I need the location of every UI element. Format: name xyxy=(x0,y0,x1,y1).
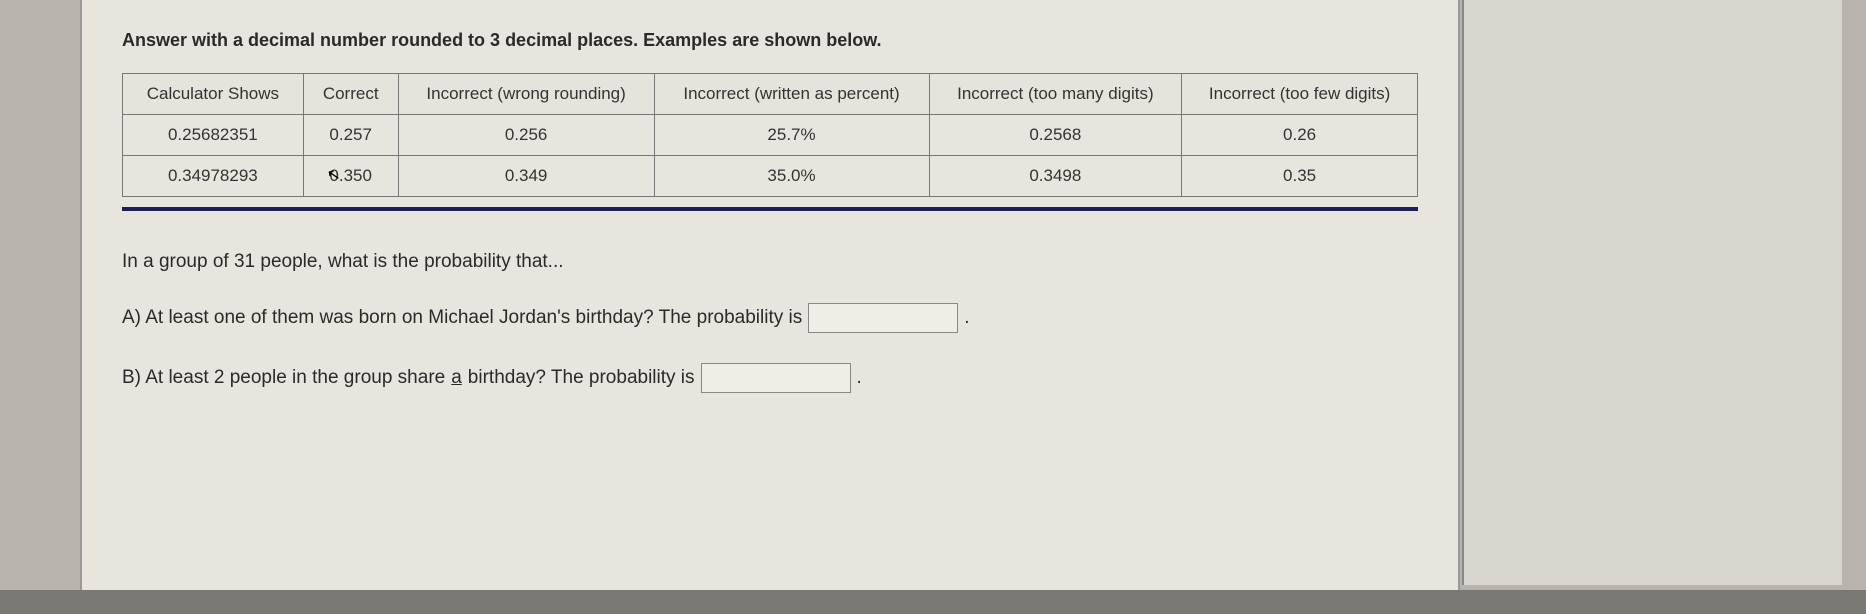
col-too-few: Incorrect (too few digits) xyxy=(1182,74,1418,115)
cell: 0.256 xyxy=(398,115,654,156)
table-header-row: Calculator Shows Correct Incorrect (wron… xyxy=(123,74,1418,115)
cell: 0.2568 xyxy=(929,115,1182,156)
instruction-text: Answer with a decimal number rounded to … xyxy=(122,30,1418,51)
question-b-prefix: B) At least 2 people in the group share xyxy=(122,367,445,389)
question-b-suffix: . xyxy=(857,367,862,389)
col-wrong-rounding: Incorrect (wrong rounding) xyxy=(398,74,654,115)
bottom-bar xyxy=(0,590,1866,614)
cell: 0.25682351 xyxy=(123,115,304,156)
table-row: 0.25682351 0.257 0.256 25.7% 0.2568 0.26 xyxy=(123,115,1418,156)
section-divider xyxy=(122,207,1418,211)
question-page: Answer with a decimal number rounded to … xyxy=(80,0,1460,590)
cell: 35.0% xyxy=(654,156,929,197)
cell: 0.26 xyxy=(1182,115,1418,156)
answer-a-input[interactable] xyxy=(808,303,958,333)
cell: 0.35 xyxy=(1182,156,1418,197)
cell: 0.350 xyxy=(303,156,398,197)
col-calculator: Calculator Shows xyxy=(123,74,304,115)
question-b-underlined: a xyxy=(451,367,462,389)
cell: 0.34978293 xyxy=(123,156,304,197)
answer-b-input[interactable] xyxy=(701,363,851,393)
question-b: B) At least 2 people in the group share … xyxy=(122,363,1418,393)
question-intro: In a group of 31 people, what is the pro… xyxy=(122,251,1418,273)
question-b-mid: birthday? The probability is xyxy=(468,367,695,389)
col-too-many: Incorrect (too many digits) xyxy=(929,74,1182,115)
question-a-suffix: . xyxy=(964,307,969,329)
cell: 0.3498 xyxy=(929,156,1182,197)
question-a: A) At least one of them was born on Mich… xyxy=(122,303,1418,333)
cell: 0.257 xyxy=(303,115,398,156)
example-table: Calculator Shows Correct Incorrect (wron… xyxy=(122,73,1418,197)
table-row: 0.34978293 0.350 0.349 35.0% 0.3498 0.35 xyxy=(123,156,1418,197)
question-a-text: A) At least one of them was born on Mich… xyxy=(122,307,802,329)
cell: 25.7% xyxy=(654,115,929,156)
col-correct: Correct xyxy=(303,74,398,115)
right-panel xyxy=(1462,0,1842,585)
col-as-percent: Incorrect (written as percent) xyxy=(654,74,929,115)
cell: 0.349 xyxy=(398,156,654,197)
